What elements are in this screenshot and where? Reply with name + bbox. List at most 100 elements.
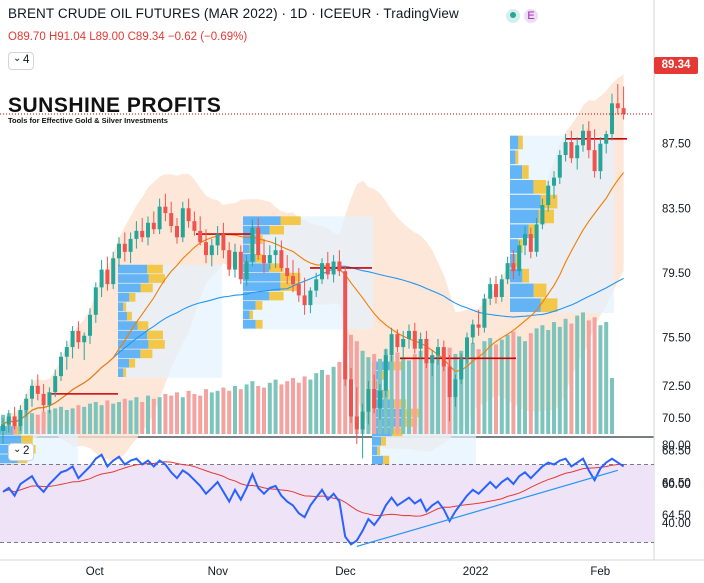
- volume-profile-bar: [533, 180, 547, 194]
- logo-name: SUNSHINE PROFITS: [8, 94, 222, 117]
- candle-body: [47, 392, 52, 406]
- candle-body: [412, 330, 417, 349]
- volume-profile-bar: [269, 225, 284, 235]
- candle-body: [88, 314, 92, 336]
- volume-bar: [215, 390, 220, 434]
- volume-profile-bar: [123, 368, 127, 378]
- candle-body: [99, 269, 104, 288]
- volume-bar: [111, 403, 116, 434]
- candle-body: [64, 347, 69, 357]
- candle-body: [389, 334, 394, 356]
- last-price-label: 89.34: [654, 57, 698, 74]
- candle-body: [610, 103, 614, 135]
- volume-profile-bar: [118, 340, 149, 349]
- volume-profile-bar: [140, 283, 153, 293]
- candle-body: [575, 145, 580, 159]
- volume-profile-bar: [243, 282, 281, 291]
- candle-body: [151, 222, 156, 230]
- earnings-badge-icon[interactable]: E: [524, 9, 538, 23]
- volume-bar: [563, 318, 568, 434]
- volume-profile-bar: [129, 292, 136, 302]
- candle-body: [35, 385, 40, 394]
- candle-body: [302, 295, 307, 306]
- rsi-tick-label: 60.00: [662, 479, 691, 491]
- symbol-title[interactable]: BRENT CRUDE OIL FUTURES (MAR 2022) · 1D …: [8, 6, 459, 21]
- volume-bar: [320, 370, 324, 434]
- change-value: −0.62 (−0.69%): [167, 31, 248, 43]
- volume-profile-bar: [510, 239, 519, 253]
- volume-profile-bar: [118, 349, 141, 359]
- volume-profile-bar: [243, 216, 281, 226]
- volume-bar: [204, 389, 208, 434]
- candle-body: [488, 284, 493, 299]
- open-value: O89.70: [8, 31, 46, 43]
- candle-body: [540, 205, 545, 225]
- volume-profile-bar: [127, 311, 132, 321]
- volume-bar: [598, 325, 603, 434]
- candle-body: [447, 366, 452, 398]
- candle-body: [552, 177, 556, 186]
- candle-body: [163, 206, 168, 214]
- volume-profile-bar: [540, 298, 558, 313]
- volume-bar: [30, 413, 34, 434]
- indicators-toggle-button[interactable]: ⌄ 4: [8, 52, 34, 70]
- candle-body: [401, 338, 406, 348]
- volume-bar: [186, 390, 191, 434]
- volume-profile-bar: [148, 340, 165, 349]
- volume-profile-bar: [510, 135, 519, 150]
- candle-body: [499, 279, 504, 298]
- indicator-dot-icon[interactable]: [506, 9, 520, 23]
- volume-profile-bar: [118, 264, 148, 274]
- candle-body: [378, 390, 382, 409]
- candle-body: [592, 150, 597, 172]
- volume-bar: [76, 405, 81, 434]
- high-value: H91.04: [48, 31, 87, 43]
- volume-bar: [279, 384, 284, 434]
- candle-body: [256, 227, 261, 256]
- volume-profile-bar: [243, 235, 256, 244]
- volume-profile-bar: [255, 301, 263, 310]
- volume-bar: [24, 410, 29, 434]
- volume-profile-bar: [515, 253, 519, 268]
- volume-bar: [134, 397, 139, 434]
- candle-body: [569, 142, 574, 159]
- candle-body: [111, 258, 116, 285]
- volume-bar: [169, 395, 174, 434]
- candle-body: [314, 279, 319, 291]
- volume-profile-bar: [510, 150, 516, 165]
- volume-profile-bar: [510, 165, 523, 179]
- candle-body: [604, 134, 609, 144]
- time-tick-label: 2022: [463, 566, 489, 578]
- chevron-down-icon: ⌄: [13, 53, 22, 64]
- volume-bar: [59, 406, 63, 434]
- volume-profile-bar: [510, 194, 541, 209]
- candle-body: [76, 330, 81, 343]
- candle-body: [354, 416, 359, 430]
- volume-bar: [140, 402, 145, 434]
- rsi-ma-line: [2, 461, 624, 517]
- rsi-toggle-button[interactable]: ⌄ 2: [8, 443, 34, 461]
- low-value: L89.00: [89, 31, 125, 43]
- volume-profile-bar: [255, 253, 263, 263]
- volume-profile-bar: [510, 209, 539, 224]
- candle-body: [453, 379, 458, 398]
- candle-body: [528, 234, 533, 252]
- volume-bar: [569, 323, 574, 434]
- volume-bar: [418, 350, 423, 434]
- candle-body: [41, 393, 46, 406]
- candle-body: [105, 269, 110, 285]
- time-tick-label: Dec: [335, 566, 356, 578]
- candle-body: [615, 103, 620, 109]
- volume-bar: [151, 398, 156, 434]
- volume-bar: [88, 403, 92, 434]
- candle-body: [331, 261, 336, 275]
- volume-bar: [511, 331, 516, 434]
- volume-bar: [64, 410, 69, 434]
- volume-bar: [250, 381, 255, 434]
- volume-bar: [41, 411, 46, 434]
- volume-bar: [499, 339, 504, 434]
- candle-body: [221, 234, 226, 251]
- candle-body: [546, 185, 551, 206]
- price-tick-label: 87.50: [662, 139, 691, 151]
